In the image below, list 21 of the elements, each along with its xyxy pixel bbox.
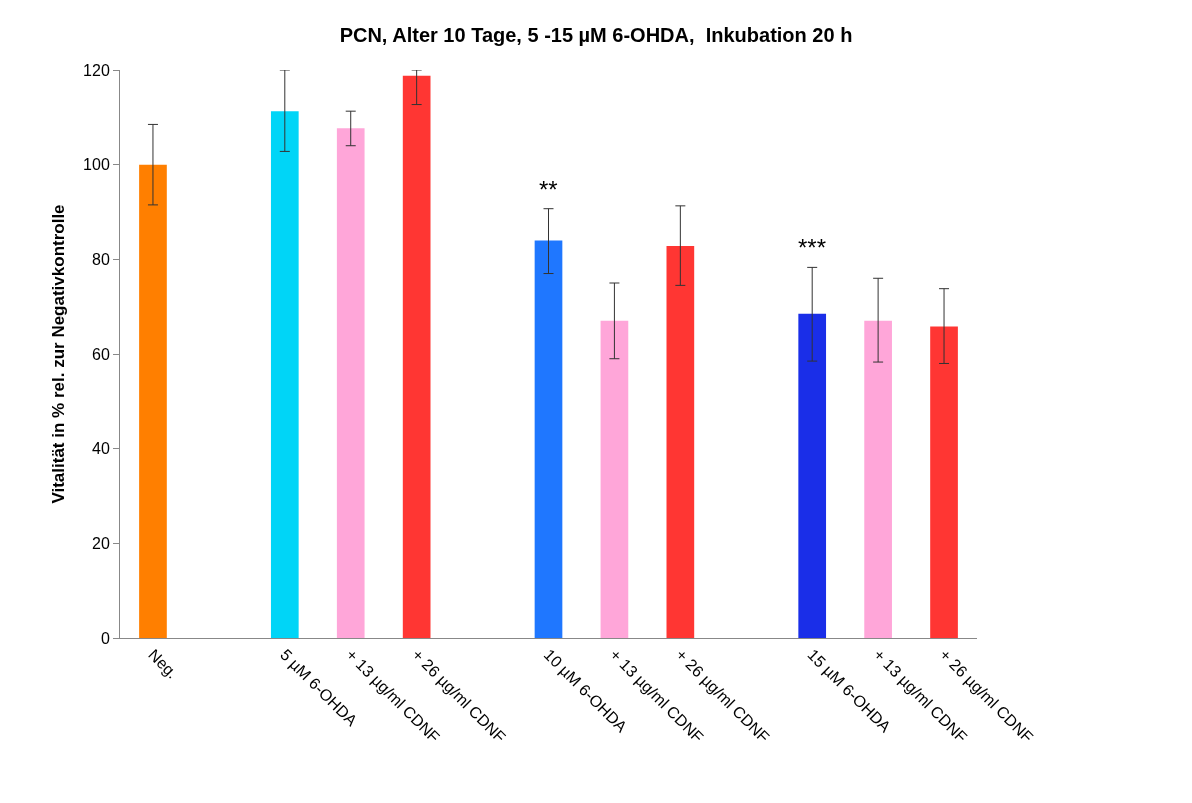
bar <box>139 164 167 638</box>
y-tick-label: 120 <box>83 61 110 79</box>
bar <box>864 320 892 638</box>
bar <box>534 240 563 638</box>
bar <box>270 111 299 638</box>
bar <box>930 326 958 638</box>
y-tick-label: 0 <box>100 629 110 647</box>
bar <box>402 75 431 638</box>
annotation: *** <box>798 234 827 261</box>
chart-title: PCN, Alter 10 Tage, 5 -15 µM 6-OHDA, Inkubation 20 h <box>339 24 853 47</box>
y-tick-label: 20 <box>92 534 110 552</box>
y-axis-title: Vitalität in % rel. zur Negativkontrolle <box>48 204 68 504</box>
y-tick-label: 100 <box>83 156 110 174</box>
bar <box>798 313 827 638</box>
bar <box>666 246 695 638</box>
bar <box>600 320 629 638</box>
annotation: ** <box>539 176 558 203</box>
y-tick-label: 40 <box>92 440 110 458</box>
y-tick-label: 80 <box>92 250 110 268</box>
y-tick-label: 60 <box>92 345 110 363</box>
bar <box>336 128 365 638</box>
